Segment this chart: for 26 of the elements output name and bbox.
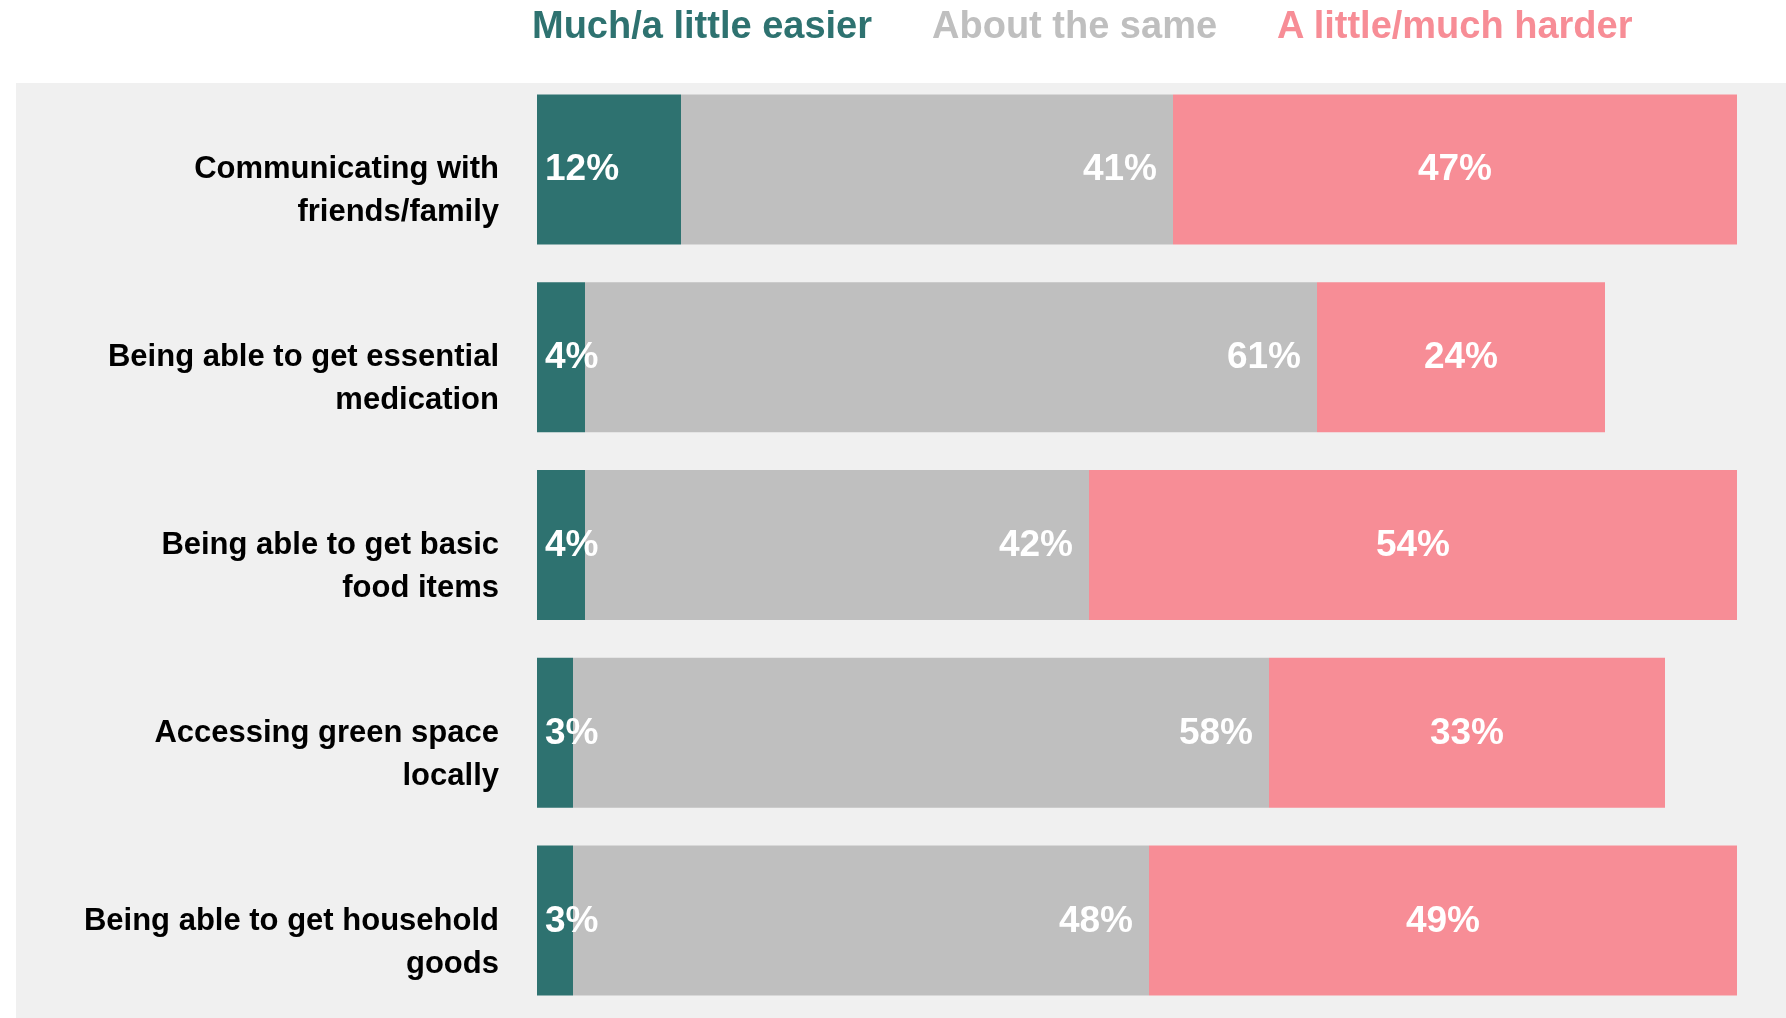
series-label: Much/a little easier — [532, 4, 873, 47]
series-label: A little/much harder — [1277, 4, 1633, 47]
data-label: 41% — [1082, 147, 1157, 189]
y-tick-label: Being able to get basic food items — [161, 526, 499, 604]
data-label: 47% — [1417, 147, 1493, 189]
y-tick-label: Being able to get essential medication — [107, 338, 499, 417]
data-label: 48% — [1058, 898, 1133, 940]
bar — [537, 94, 681, 245]
bar — [1317, 282, 1605, 433]
y-tick-label: Communicating with friends/family — [194, 150, 500, 229]
data-label: 12% — [545, 147, 620, 189]
bar — [1173, 94, 1737, 245]
bar — [1089, 469, 1737, 621]
data-label: 54% — [1375, 523, 1451, 564]
bar — [1269, 657, 1665, 808]
data-label: 42% — [998, 523, 1073, 564]
bar — [1149, 845, 1737, 996]
data-label: 33% — [1429, 710, 1505, 752]
data-label: 58% — [1178, 710, 1253, 752]
data-label: 61% — [1226, 335, 1301, 377]
y-tick-label: Being able to get household goods — [83, 901, 499, 980]
series-label: About the same — [932, 4, 1218, 47]
y-tick-label: Accessing green space locally — [154, 713, 500, 792]
bar — [681, 94, 1173, 245]
data-label: 49% — [1405, 898, 1481, 940]
data-label: 24% — [1423, 335, 1499, 377]
